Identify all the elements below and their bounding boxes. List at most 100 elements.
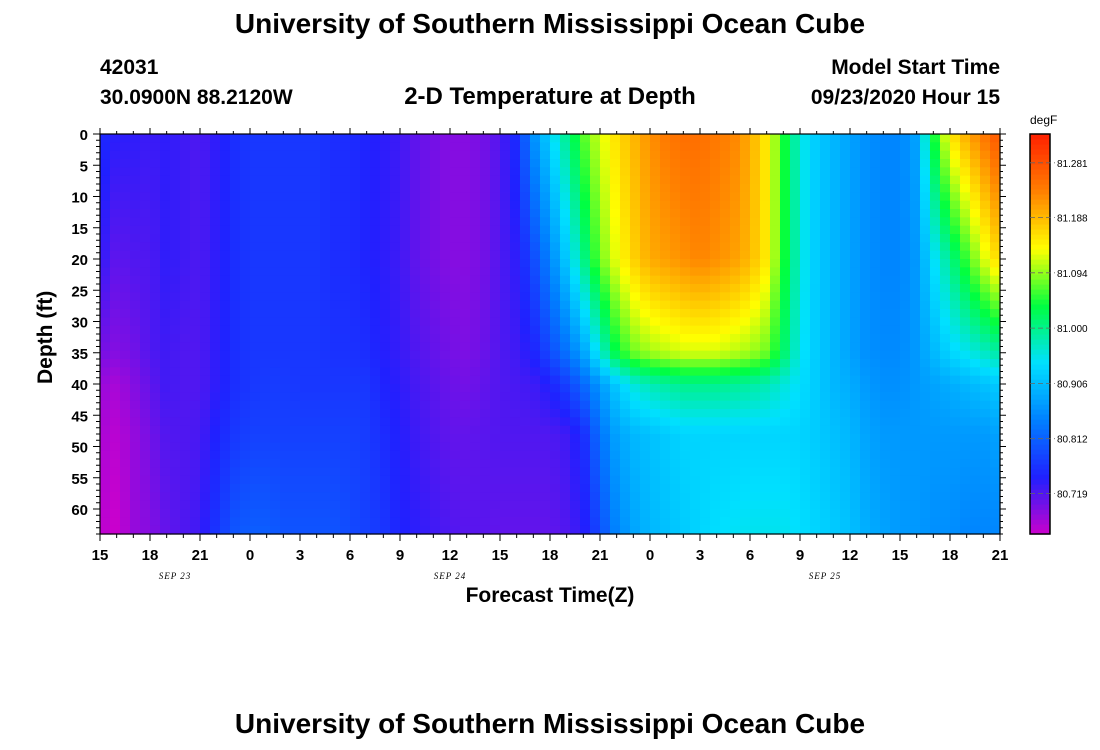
colorbar-segment [1030, 254, 1050, 260]
heatmap-cell [500, 142, 511, 152]
heatmap-cell [110, 192, 121, 202]
heatmap-cell [510, 134, 521, 143]
heatmap-cell [710, 242, 721, 252]
heatmap-cell [460, 459, 471, 468]
heatmap-cell [460, 234, 471, 243]
heatmap-cell [400, 334, 411, 343]
heatmap-cell [170, 167, 181, 177]
heatmap-cell [710, 517, 721, 527]
heatmap-cell [900, 492, 911, 502]
heatmap-cell [180, 275, 191, 285]
heatmap-cell [890, 350, 901, 360]
heatmap-cell [100, 500, 111, 510]
heatmap-cell [430, 509, 441, 518]
model-start-label: Model Start Time [831, 56, 1000, 79]
heatmap-cell [700, 275, 711, 285]
heatmap-cell [780, 150, 791, 160]
heatmap-cell [890, 400, 901, 410]
heatmap-cell [790, 317, 801, 327]
heatmap-cell [970, 442, 981, 452]
heatmap-cell [150, 450, 161, 460]
heatmap-cell [360, 325, 371, 335]
heatmap-cell [120, 234, 131, 243]
heatmap-cell [180, 234, 191, 243]
heatmap-cell [420, 317, 431, 327]
heatmap-cell [330, 175, 341, 185]
heatmap-cell [810, 209, 821, 218]
heatmap-cell [320, 450, 331, 460]
colorbar-segment [1030, 244, 1050, 250]
heatmap-cell [260, 134, 271, 143]
heatmap-cell [680, 284, 691, 293]
heatmap-cell [760, 142, 771, 152]
heatmap-cell [510, 292, 521, 302]
heatmap-cell [380, 142, 391, 152]
heatmap-cell [700, 184, 711, 193]
heatmap-cell [200, 342, 211, 352]
heatmap-cell [500, 492, 511, 502]
heatmap-cell [500, 259, 511, 268]
heatmap-cell [380, 317, 391, 327]
heatmap-cell [180, 400, 191, 410]
heatmap-cell [250, 192, 261, 202]
heatmap-cell [420, 292, 431, 302]
heatmap-cell [830, 217, 841, 227]
heatmap-cell [960, 284, 971, 293]
heatmap-cell [610, 475, 621, 485]
heatmap-cell [900, 142, 911, 152]
heatmap-cell [920, 134, 931, 143]
heatmap-cell [200, 275, 211, 285]
heatmap-cell [700, 359, 711, 368]
heatmap-cell [460, 442, 471, 452]
heatmap-cell [740, 492, 751, 502]
heatmap-cell [630, 192, 641, 202]
heatmap-cell [630, 509, 641, 518]
heatmap-cell [920, 392, 931, 402]
heatmap-cell [420, 150, 431, 160]
heatmap-cell [150, 275, 161, 285]
heatmap-cell [220, 242, 231, 252]
colorbar-segment [1030, 234, 1050, 240]
heatmap-cell [220, 317, 231, 327]
colorbar-segment [1030, 394, 1050, 400]
heatmap-cell [990, 367, 1001, 377]
heatmap-cell [650, 217, 661, 227]
heatmap-cell [460, 267, 471, 277]
heatmap-cell [890, 250, 901, 260]
heatmap-cell [250, 309, 261, 318]
heatmap-cell [590, 334, 601, 343]
heatmap-cell [670, 392, 681, 402]
heatmap-cell [160, 242, 171, 252]
heatmap-cell [140, 375, 151, 385]
heatmap-cell [320, 284, 331, 293]
heatmap-cell [570, 450, 581, 460]
heatmap-cell [570, 317, 581, 327]
heatmap-cell [840, 242, 851, 252]
heatmap-cell [940, 484, 951, 493]
heatmap-cell [110, 275, 121, 285]
heatmap-cell [550, 217, 561, 227]
heatmap-cell [560, 234, 571, 243]
heatmap-cell [170, 150, 181, 160]
heatmap-cell [170, 284, 181, 293]
heatmap-cell [620, 359, 631, 368]
heatmap-cell [360, 167, 371, 177]
heatmap-cell [510, 300, 521, 310]
heatmap-cell [260, 384, 271, 393]
colorbar-segment [1030, 249, 1050, 255]
heatmap-cell [170, 400, 181, 410]
colorbar-segment [1030, 434, 1050, 440]
heatmap-cell [610, 384, 621, 393]
heatmap-cell [670, 150, 681, 160]
heatmap-cell [230, 134, 241, 143]
heatmap-cell [740, 367, 751, 377]
heatmap-cell [950, 359, 961, 368]
heatmap-cell [350, 525, 361, 535]
heatmap-cell [950, 342, 961, 352]
heatmap-cell [230, 234, 241, 243]
heatmap-cell [200, 425, 211, 435]
heatmap-cell [310, 325, 321, 335]
heatmap-cell [850, 334, 861, 343]
heatmap-cell [320, 275, 331, 285]
heatmap-cell [800, 284, 811, 293]
